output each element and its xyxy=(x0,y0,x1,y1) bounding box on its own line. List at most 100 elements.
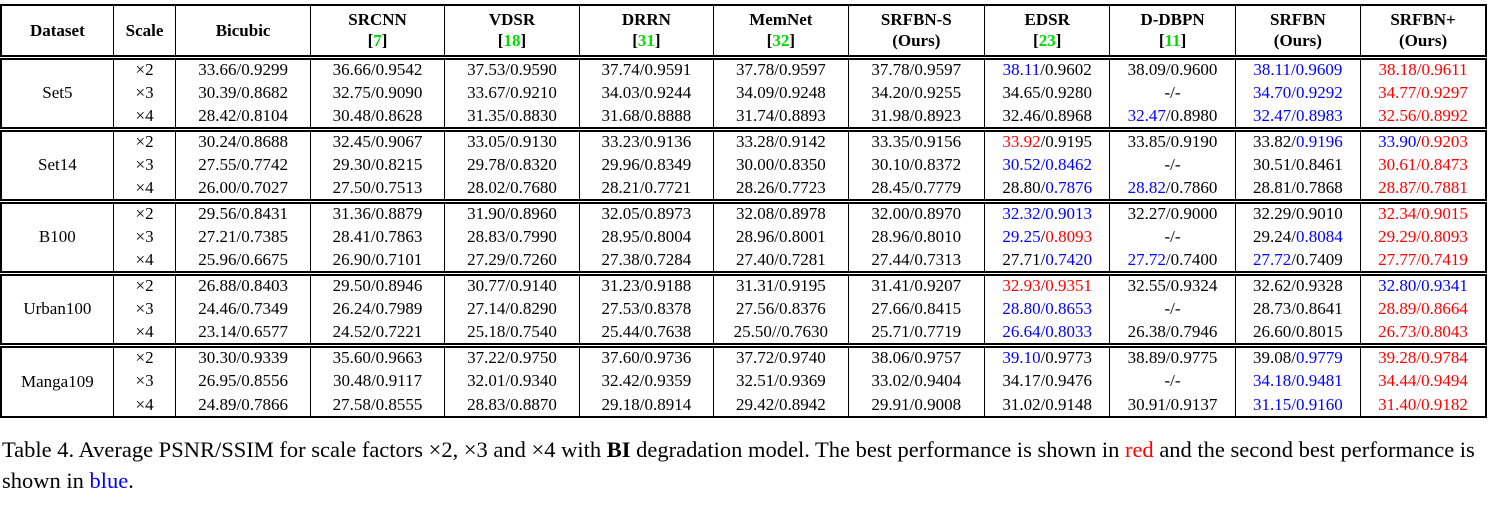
dataset-group-set5: Set5 ×2 33.66/0.9299 36.66/0.9542 37.53/0.95… xyxy=(1,57,1486,129)
value-text: 32.55/0.9324 xyxy=(1127,276,1218,296)
result-cell: 28.83/0.8870 xyxy=(444,393,580,417)
result-cell: 32.29/0.9010 xyxy=(1234,201,1361,225)
value-text: 27.72 xyxy=(1127,249,1166,269)
result-cell: 30.39/0.8682 xyxy=(175,81,311,105)
table-row: ×4 28.42/0.8104 30.48/0.8628 31.35/0.8830 31… xyxy=(1,105,1486,129)
dataset-group-urban100: Urban100 ×2 26.88/0.8403 29.50/0.8946 30.77/… xyxy=(1,273,1486,345)
result-cell: 38.89/0.9775 xyxy=(1109,345,1236,369)
value-text: 27.53/0.8378 xyxy=(601,299,692,318)
value-text: 34.18/0.9481 xyxy=(1253,371,1343,390)
value-text: 27.50/0.7513 xyxy=(332,177,423,197)
caption-text: blue xyxy=(89,468,129,493)
table-row: ×3 27.21/0.7385 28.41/0.7863 28.83/0.7990 28… xyxy=(1,225,1486,249)
scale-label: ×2 xyxy=(112,201,176,225)
result-cell: 29.96/0.8349 xyxy=(578,153,714,177)
citation-ref: [23] xyxy=(1033,31,1062,51)
caption-text: Table 4. Average PSNR/SSIM for scale fac… xyxy=(2,437,607,462)
result-cell: 27.72/0.7409 xyxy=(1234,249,1361,273)
citation-number: 32 xyxy=(772,31,790,51)
result-cell: 31.98/0.8923 xyxy=(847,105,985,129)
value-text: /0.8980 xyxy=(1165,105,1218,125)
value-text: 33.92 xyxy=(1002,132,1041,152)
value-text: 37.60/0.9736 xyxy=(601,348,692,368)
result-cell: 33.92/0.9195 xyxy=(984,129,1110,153)
result-cell: 27.55/0.7742 xyxy=(175,153,311,177)
value-text: 28.82 xyxy=(1127,177,1166,197)
value-text: 25.44/0.7638 xyxy=(601,321,692,341)
value-text: 31.31/0.9195 xyxy=(735,276,826,296)
value-text: 39.28/0.9784 xyxy=(1378,348,1468,368)
result-cell: 34.17/0.9476 xyxy=(984,369,1110,393)
value-text: 29.24/ xyxy=(1253,227,1296,246)
result-cell: 28.42/0.8104 xyxy=(175,105,311,129)
result-cell: 30.91/0.9137 xyxy=(1109,393,1236,417)
value-text: 25.50//0.7630 xyxy=(733,321,829,341)
value-text: 33.28/0.9142 xyxy=(735,132,826,152)
value-text: 27.38/0.7284 xyxy=(601,249,692,269)
value-text: 0.9196 xyxy=(1296,132,1343,152)
result-cell: 38.06/0.9757 xyxy=(847,345,985,369)
table-row: Set5 ×2 33.66/0.9299 36.66/0.9542 37.53/0.95… xyxy=(1,57,1486,102)
value-text: 30.51/0.8461 xyxy=(1253,155,1343,174)
result-cell: 28.26/0.7723 xyxy=(713,177,849,201)
value-text: 31.40/0.9182 xyxy=(1378,394,1468,414)
column-label: Bicubic xyxy=(215,20,271,40)
dataset-group-b100: B100 ×2 29.56/0.8431 31.36/0.8879 31.90/0.89… xyxy=(1,201,1486,273)
value-text: 0.8084 xyxy=(1296,227,1343,246)
value-text: 27.66/0.8415 xyxy=(871,299,962,318)
result-cell: 26.88/0.8403 xyxy=(175,273,311,297)
table-caption: Table 4. Average PSNR/SSIM for scale fac… xyxy=(2,434,1487,496)
value-text: 25.18/0.7540 xyxy=(467,321,557,341)
citation-number: 31 xyxy=(637,31,655,51)
citation-number: 7 xyxy=(373,31,382,51)
result-cell: 32.47/0.8980 xyxy=(1109,105,1236,129)
value-text: /0.9602 xyxy=(1040,60,1092,80)
ours-label: (Ours) xyxy=(892,31,941,51)
column-label: SRFBN+ xyxy=(1390,10,1456,29)
value-text: 28.83/0.8870 xyxy=(467,394,557,414)
result-cell: 33.23/0.9136 xyxy=(578,129,714,153)
column-label: VDSR xyxy=(488,10,536,29)
value-text: 29.50/0.8946 xyxy=(332,276,423,296)
column-header-scale: Scale xyxy=(112,5,176,57)
value-text: 34.65/0.9280 xyxy=(1002,83,1093,102)
result-cell: 39.28/0.9784 xyxy=(1360,345,1486,369)
value-text: 32.75/0.9090 xyxy=(332,83,423,102)
result-cell: 32.01/0.9340 xyxy=(444,369,580,393)
result-cell: 25.71/0.7719 xyxy=(847,321,985,345)
result-cell: 26.38/0.7946 xyxy=(1109,321,1236,345)
value-text: -/- xyxy=(1164,155,1181,174)
column-label: Scale xyxy=(125,20,164,40)
value-text: 32.45/0.9067 xyxy=(332,132,423,152)
value-text: 32.51/0.9369 xyxy=(735,371,826,390)
value-text: 31.02/0.9148 xyxy=(1002,394,1093,414)
value-text: 28.26/0.7723 xyxy=(735,177,826,197)
scale-label: ×2 xyxy=(112,57,176,81)
value-text: 34.17/0.9476 xyxy=(1002,371,1093,390)
value-text: 31.98/0.8923 xyxy=(871,105,962,125)
column-header-bicubic: Bicubic xyxy=(175,5,311,57)
column-header-dataset: Dataset xyxy=(1,5,113,57)
result-cell: -/- xyxy=(1109,225,1236,249)
value-text: 29.96/0.8349 xyxy=(601,155,692,174)
result-cell: 28.02/0.7680 xyxy=(444,177,580,201)
result-cell: 34.20/0.9255 xyxy=(847,81,985,105)
result-cell: 32.08/0.8978 xyxy=(713,201,849,225)
value-text: 32.80/0.9341 xyxy=(1378,276,1468,296)
value-text: 30.52/0.8462 xyxy=(1002,155,1093,174)
result-cell: 37.22/0.9750 xyxy=(444,345,580,369)
value-text: 33.35/0.9156 xyxy=(871,132,962,152)
dataset-label: B100 xyxy=(38,227,76,246)
value-text: -/- xyxy=(1164,371,1181,390)
result-cell: 28.96/0.8001 xyxy=(713,225,849,249)
scale-label: ×4 xyxy=(112,249,176,273)
result-cell: 32.56/0.8992 xyxy=(1360,105,1486,129)
value-text: 31.23/0.9188 xyxy=(601,276,692,296)
caption-text: degradation model. The best performance … xyxy=(630,437,1125,462)
results-table: Dataset Scale Bicubic SRCNN [7] VDSR [18] DRRN [… xyxy=(0,4,1487,418)
result-cell: 37.78/0.9597 xyxy=(713,57,849,81)
citation-ref: [7] xyxy=(367,31,388,51)
value-text: 34.70/0.9292 xyxy=(1253,83,1343,102)
value-text: 26.73/0.8043 xyxy=(1378,321,1468,341)
result-cell: 32.00/0.8970 xyxy=(847,201,985,225)
